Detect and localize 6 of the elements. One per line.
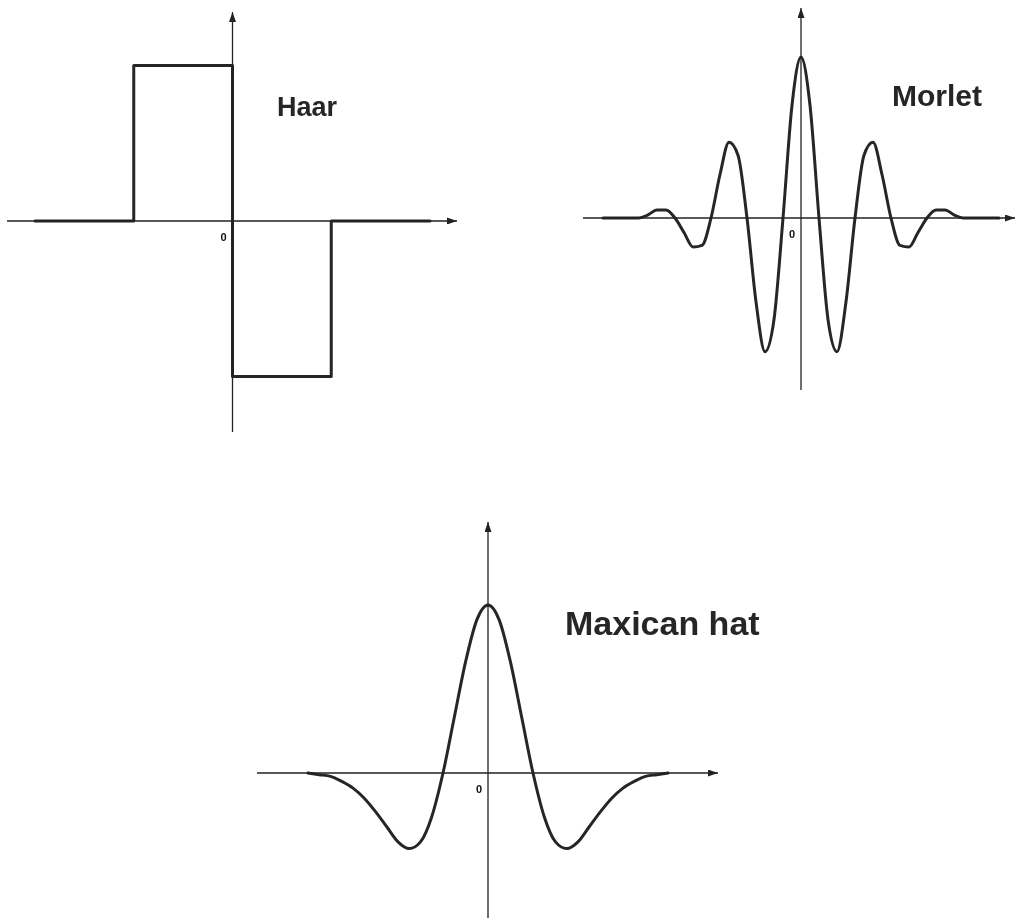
annotation: 0 [788,228,796,240]
annotation: 0 [475,783,483,795]
text: Morlet [892,78,982,112]
annotation: 0 [220,230,227,243]
text: Haar [277,92,338,123]
chart-title: Maxican hat [565,604,760,643]
